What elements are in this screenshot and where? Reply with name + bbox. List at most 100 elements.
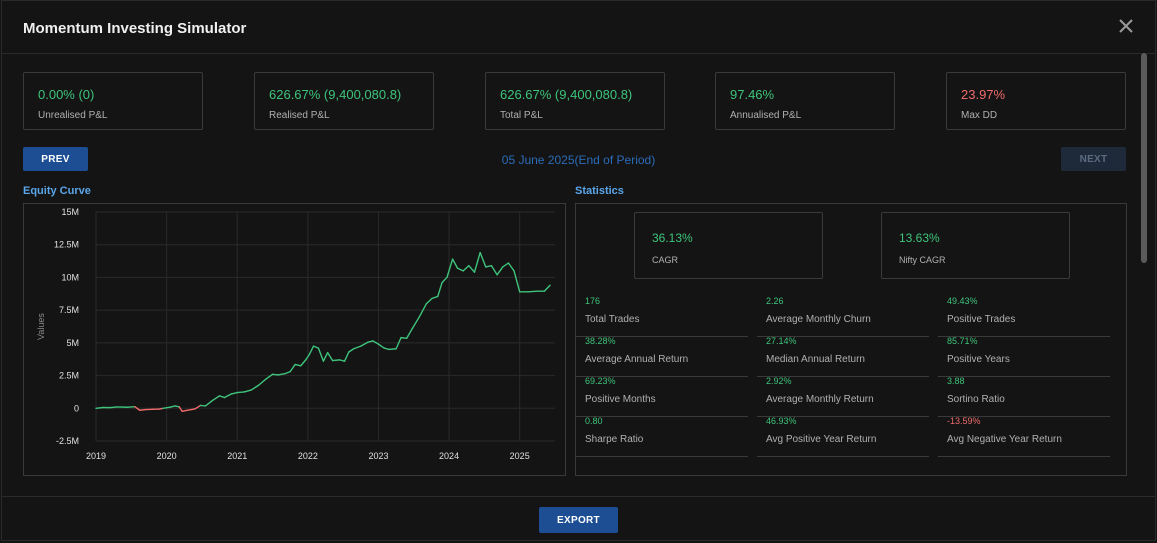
equity-line-segment xyxy=(140,410,146,411)
equity-line-segment xyxy=(170,406,175,407)
metric-item: 38.28% Average Annual Return xyxy=(576,336,748,377)
cagr-value: 36.13% xyxy=(652,231,693,245)
metric-item: 2.92% Average Monthly Return xyxy=(757,376,929,417)
metric-label: Avg Negative Year Return xyxy=(947,434,1062,445)
nifty-cagr-card: 13.63% Nifty CAGR xyxy=(881,212,1070,279)
equity-line-segment xyxy=(333,360,340,361)
equity-line-segment xyxy=(497,267,503,275)
equity-line-segment xyxy=(486,266,492,267)
equity-line-segment xyxy=(265,374,272,379)
metric-value: 176 xyxy=(585,296,600,306)
equity-line-segment xyxy=(453,259,458,268)
unrealised-pnl-card: 0.00% (0) Unrealised P&L xyxy=(23,72,203,130)
y-tick-label: 5M xyxy=(66,338,79,348)
equity-line-segment xyxy=(384,348,389,349)
x-tick-label: 2025 xyxy=(510,451,530,461)
equity-line-segment xyxy=(225,394,232,398)
equity-line-segment xyxy=(412,317,419,329)
total-pnl-label: Total P&L xyxy=(500,110,543,121)
metric-label: Median Annual Return xyxy=(766,354,865,365)
equity-line-segment xyxy=(458,268,464,271)
y-tick-label: 0 xyxy=(74,403,79,413)
x-tick-label: 2023 xyxy=(368,451,388,461)
equity-line-segment xyxy=(188,409,195,410)
x-tick-label: 2024 xyxy=(439,451,459,461)
equity-line-segment xyxy=(220,396,225,398)
equity-line-segment xyxy=(354,346,361,349)
metric-label: Positive Years xyxy=(947,354,1010,365)
unrealised-pnl-label: Unrealised P&L xyxy=(38,110,107,121)
close-icon[interactable] xyxy=(1117,17,1135,35)
total-pnl-value: 626.67% (9,400,080.8) xyxy=(500,87,632,102)
equity-line-segment xyxy=(474,253,480,273)
equity-line-segment xyxy=(349,349,354,352)
equity-line-segment xyxy=(285,372,290,374)
export-button[interactable]: EXPORT xyxy=(539,507,618,533)
equity-line-segment xyxy=(480,253,486,267)
realised-pnl-label: Realised P&L xyxy=(269,110,330,121)
y-tick-label: 7.5M xyxy=(59,305,79,315)
y-tick-label: -2.5M xyxy=(56,436,79,446)
y-tick-label: 15M xyxy=(61,207,79,217)
equity-line-segment xyxy=(251,385,258,390)
metric-label: Average Monthly Return xyxy=(766,394,874,405)
total-pnl-card: 626.67% (9,400,080.8) Total P&L xyxy=(485,72,665,130)
equity-line-segment xyxy=(290,364,295,371)
realised-pnl-card: 626.67% (9,400,080.8) Realised P&L xyxy=(254,72,434,130)
metric-value: 46.93% xyxy=(766,416,797,426)
max-dd-label: Max DD xyxy=(961,110,997,121)
statistics-title: Statistics xyxy=(575,185,624,197)
x-tick-label: 2022 xyxy=(298,451,318,461)
y-tick-label: 10M xyxy=(61,272,79,282)
equity-line-segment xyxy=(313,346,318,348)
metric-value: 2.92% xyxy=(766,376,792,386)
equity-line-segment xyxy=(201,405,206,406)
equity-line-segment xyxy=(469,266,475,273)
metric-value: 38.28% xyxy=(585,336,616,346)
metric-item: 69.23%Positive Months xyxy=(576,376,748,417)
equity-line-segment xyxy=(503,263,509,267)
equity-line-segment xyxy=(301,360,306,366)
equity-line-segment xyxy=(447,259,453,277)
equity-line-segment xyxy=(323,353,327,362)
realised-pnl-value: 626.67% (9,400,080.8) xyxy=(269,87,401,102)
y-tick-label: 2.5M xyxy=(59,371,79,381)
metric-item: 3.88 Sortino Ratio xyxy=(938,376,1110,417)
metric-value: 49.43% xyxy=(947,296,978,306)
max-dd-value: 23.97% xyxy=(961,87,1005,102)
equity-line-segment xyxy=(463,266,469,271)
equity-line-segment xyxy=(232,393,238,394)
dialog-title: Momentum Investing Simulator xyxy=(23,20,246,37)
scrollbar[interactable] xyxy=(1141,53,1147,493)
max-dd-card: 23.97% Max DD xyxy=(946,72,1126,130)
equity-line-segment xyxy=(340,360,345,361)
nifty-cagr-label: Nifty CAGR xyxy=(899,255,946,265)
equity-line-segment xyxy=(442,277,447,282)
metric-item: 27.14%Median Annual Return xyxy=(757,336,929,377)
equity-curve-title: Equity Curve xyxy=(23,185,91,197)
metric-label: Sortino Ratio xyxy=(947,394,1005,405)
equity-line-segment xyxy=(345,352,349,361)
dialog-header: Momentum Investing Simulator xyxy=(2,1,1155,54)
x-tick-label: 2021 xyxy=(227,451,247,461)
metric-value: 3.88 xyxy=(947,376,965,386)
metric-label: Avg Positive Year Return xyxy=(766,434,876,445)
metric-item: 85.71%Positive Years xyxy=(938,336,1110,377)
equity-line-segment xyxy=(309,346,313,355)
equity-line-segment xyxy=(514,271,520,292)
equity-line-segment xyxy=(110,407,117,408)
metric-item: 49.43%Positive Trades xyxy=(938,296,1110,337)
metric-label: Average Monthly Churn xyxy=(766,314,871,325)
annualised-pnl-card: 97.46% Annualised P&L xyxy=(715,72,895,130)
annualised-pnl-value: 97.46% xyxy=(730,87,774,102)
y-axis-title: Values xyxy=(36,313,46,340)
metric-label: Average Annual Return xyxy=(585,354,688,365)
next-button[interactable]: NEXT xyxy=(1061,147,1126,171)
